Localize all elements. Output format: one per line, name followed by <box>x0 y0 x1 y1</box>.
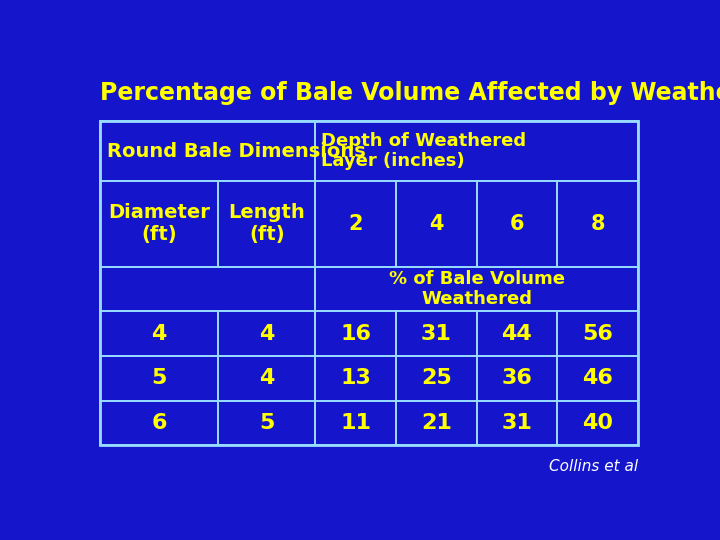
Bar <box>315 311 396 356</box>
Text: 6: 6 <box>151 413 167 433</box>
Text: 31: 31 <box>420 323 451 343</box>
Bar <box>315 121 638 181</box>
Text: 4: 4 <box>259 368 274 388</box>
Bar <box>100 267 315 311</box>
Bar <box>315 356 396 401</box>
Text: 21: 21 <box>420 413 451 433</box>
Bar <box>396 401 477 446</box>
Bar <box>315 401 396 446</box>
Text: % of Bale Volume
Weathered: % of Bale Volume Weathered <box>389 269 564 308</box>
Text: 5: 5 <box>259 413 274 433</box>
Text: 11: 11 <box>340 413 371 433</box>
Text: Diameter
(ft): Diameter (ft) <box>108 204 210 245</box>
Bar <box>100 121 315 181</box>
Bar <box>557 356 638 401</box>
Bar <box>477 311 557 356</box>
Bar <box>557 181 638 267</box>
Bar <box>557 401 638 446</box>
Text: Collins et al: Collins et al <box>549 460 638 474</box>
Bar <box>315 181 396 267</box>
Bar <box>100 181 218 267</box>
Bar <box>218 401 315 446</box>
Text: 4: 4 <box>151 323 167 343</box>
Bar <box>218 181 315 267</box>
Bar <box>396 311 477 356</box>
Text: 25: 25 <box>421 368 451 388</box>
Bar <box>218 356 315 401</box>
Bar <box>218 311 315 356</box>
Text: 13: 13 <box>340 368 371 388</box>
Text: 8: 8 <box>590 214 605 234</box>
Text: 4: 4 <box>429 214 444 234</box>
Bar <box>396 181 477 267</box>
Text: 40: 40 <box>582 413 613 433</box>
Bar <box>100 121 638 446</box>
Text: Round Bale Dimensions: Round Bale Dimensions <box>107 141 366 160</box>
Text: 44: 44 <box>502 323 532 343</box>
Text: 36: 36 <box>502 368 532 388</box>
Bar <box>477 401 557 446</box>
Bar <box>396 356 477 401</box>
Text: 46: 46 <box>582 368 613 388</box>
Text: 5: 5 <box>151 368 167 388</box>
Text: 6: 6 <box>510 214 524 234</box>
Bar <box>100 401 218 446</box>
Text: Percentage of Bale Volume Affected by Weathering: Percentage of Bale Volume Affected by We… <box>100 82 720 105</box>
Bar <box>557 311 638 356</box>
Bar <box>100 356 218 401</box>
Text: 4: 4 <box>259 323 274 343</box>
Bar <box>315 267 638 311</box>
Text: 16: 16 <box>340 323 371 343</box>
Bar <box>100 311 218 356</box>
Text: 56: 56 <box>582 323 613 343</box>
Text: 31: 31 <box>502 413 532 433</box>
Text: Length
(ft): Length (ft) <box>228 204 305 245</box>
Text: Depth of Weathered
Layer (inches): Depth of Weathered Layer (inches) <box>321 132 526 171</box>
Bar <box>477 356 557 401</box>
Bar <box>477 181 557 267</box>
Text: 2: 2 <box>348 214 363 234</box>
